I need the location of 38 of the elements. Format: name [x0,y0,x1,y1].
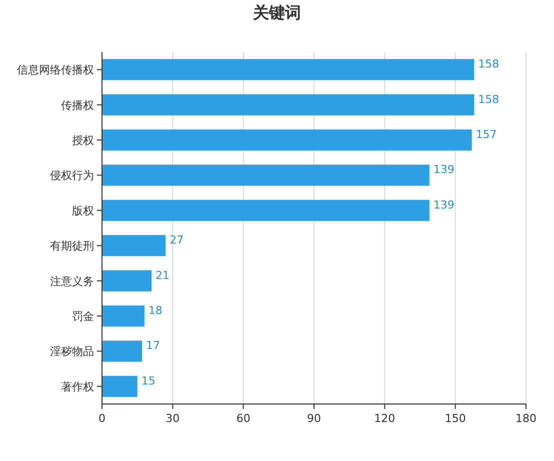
data-label: 139 [433,198,454,212]
x-tick-label: 60 [236,412,250,425]
y-tick-label: 有期徒刑 [50,240,94,253]
data-label: 157 [476,128,497,141]
x-tick-label: 150 [444,412,466,425]
data-label: 18 [148,304,162,317]
x-tick-label: 180 [516,412,536,425]
bar [102,94,474,116]
bar [102,235,166,256]
bar [102,59,474,80]
data-label: 139 [433,163,454,176]
data-label: 158 [478,92,500,106]
chart-title: 关键词 [252,3,301,22]
y-tick-label: 淫秽物品 [50,345,94,358]
data-label: 158 [478,58,500,71]
bar [102,376,138,397]
x-tick-label: 90 [307,412,321,425]
y-tick-label: 传播权 [61,98,94,112]
bar [102,200,430,221]
bar [102,129,472,151]
data-label: 27 [170,234,184,247]
bar [102,340,142,362]
y-tick-label: 注意义务 [50,274,94,288]
bar [102,270,152,292]
y-tick-label: 罚金 [72,310,94,323]
x-tick-label: 30 [166,412,180,425]
data-label: 17 [146,339,160,352]
y-tick-label: 著作权 [61,380,94,394]
y-tick-label: 侵权行为 [50,169,94,182]
y-tick-label: 版权 [72,204,94,218]
y-tick-label: 信息网络传播权 [17,64,94,77]
data-label: 15 [141,374,156,388]
y-tick-label: 授权 [72,134,94,147]
x-tick-label: 120 [374,412,396,425]
bar [102,164,430,186]
data-label: 21 [155,268,170,282]
bar [102,305,144,327]
x-tick-label: 0 [98,412,106,425]
